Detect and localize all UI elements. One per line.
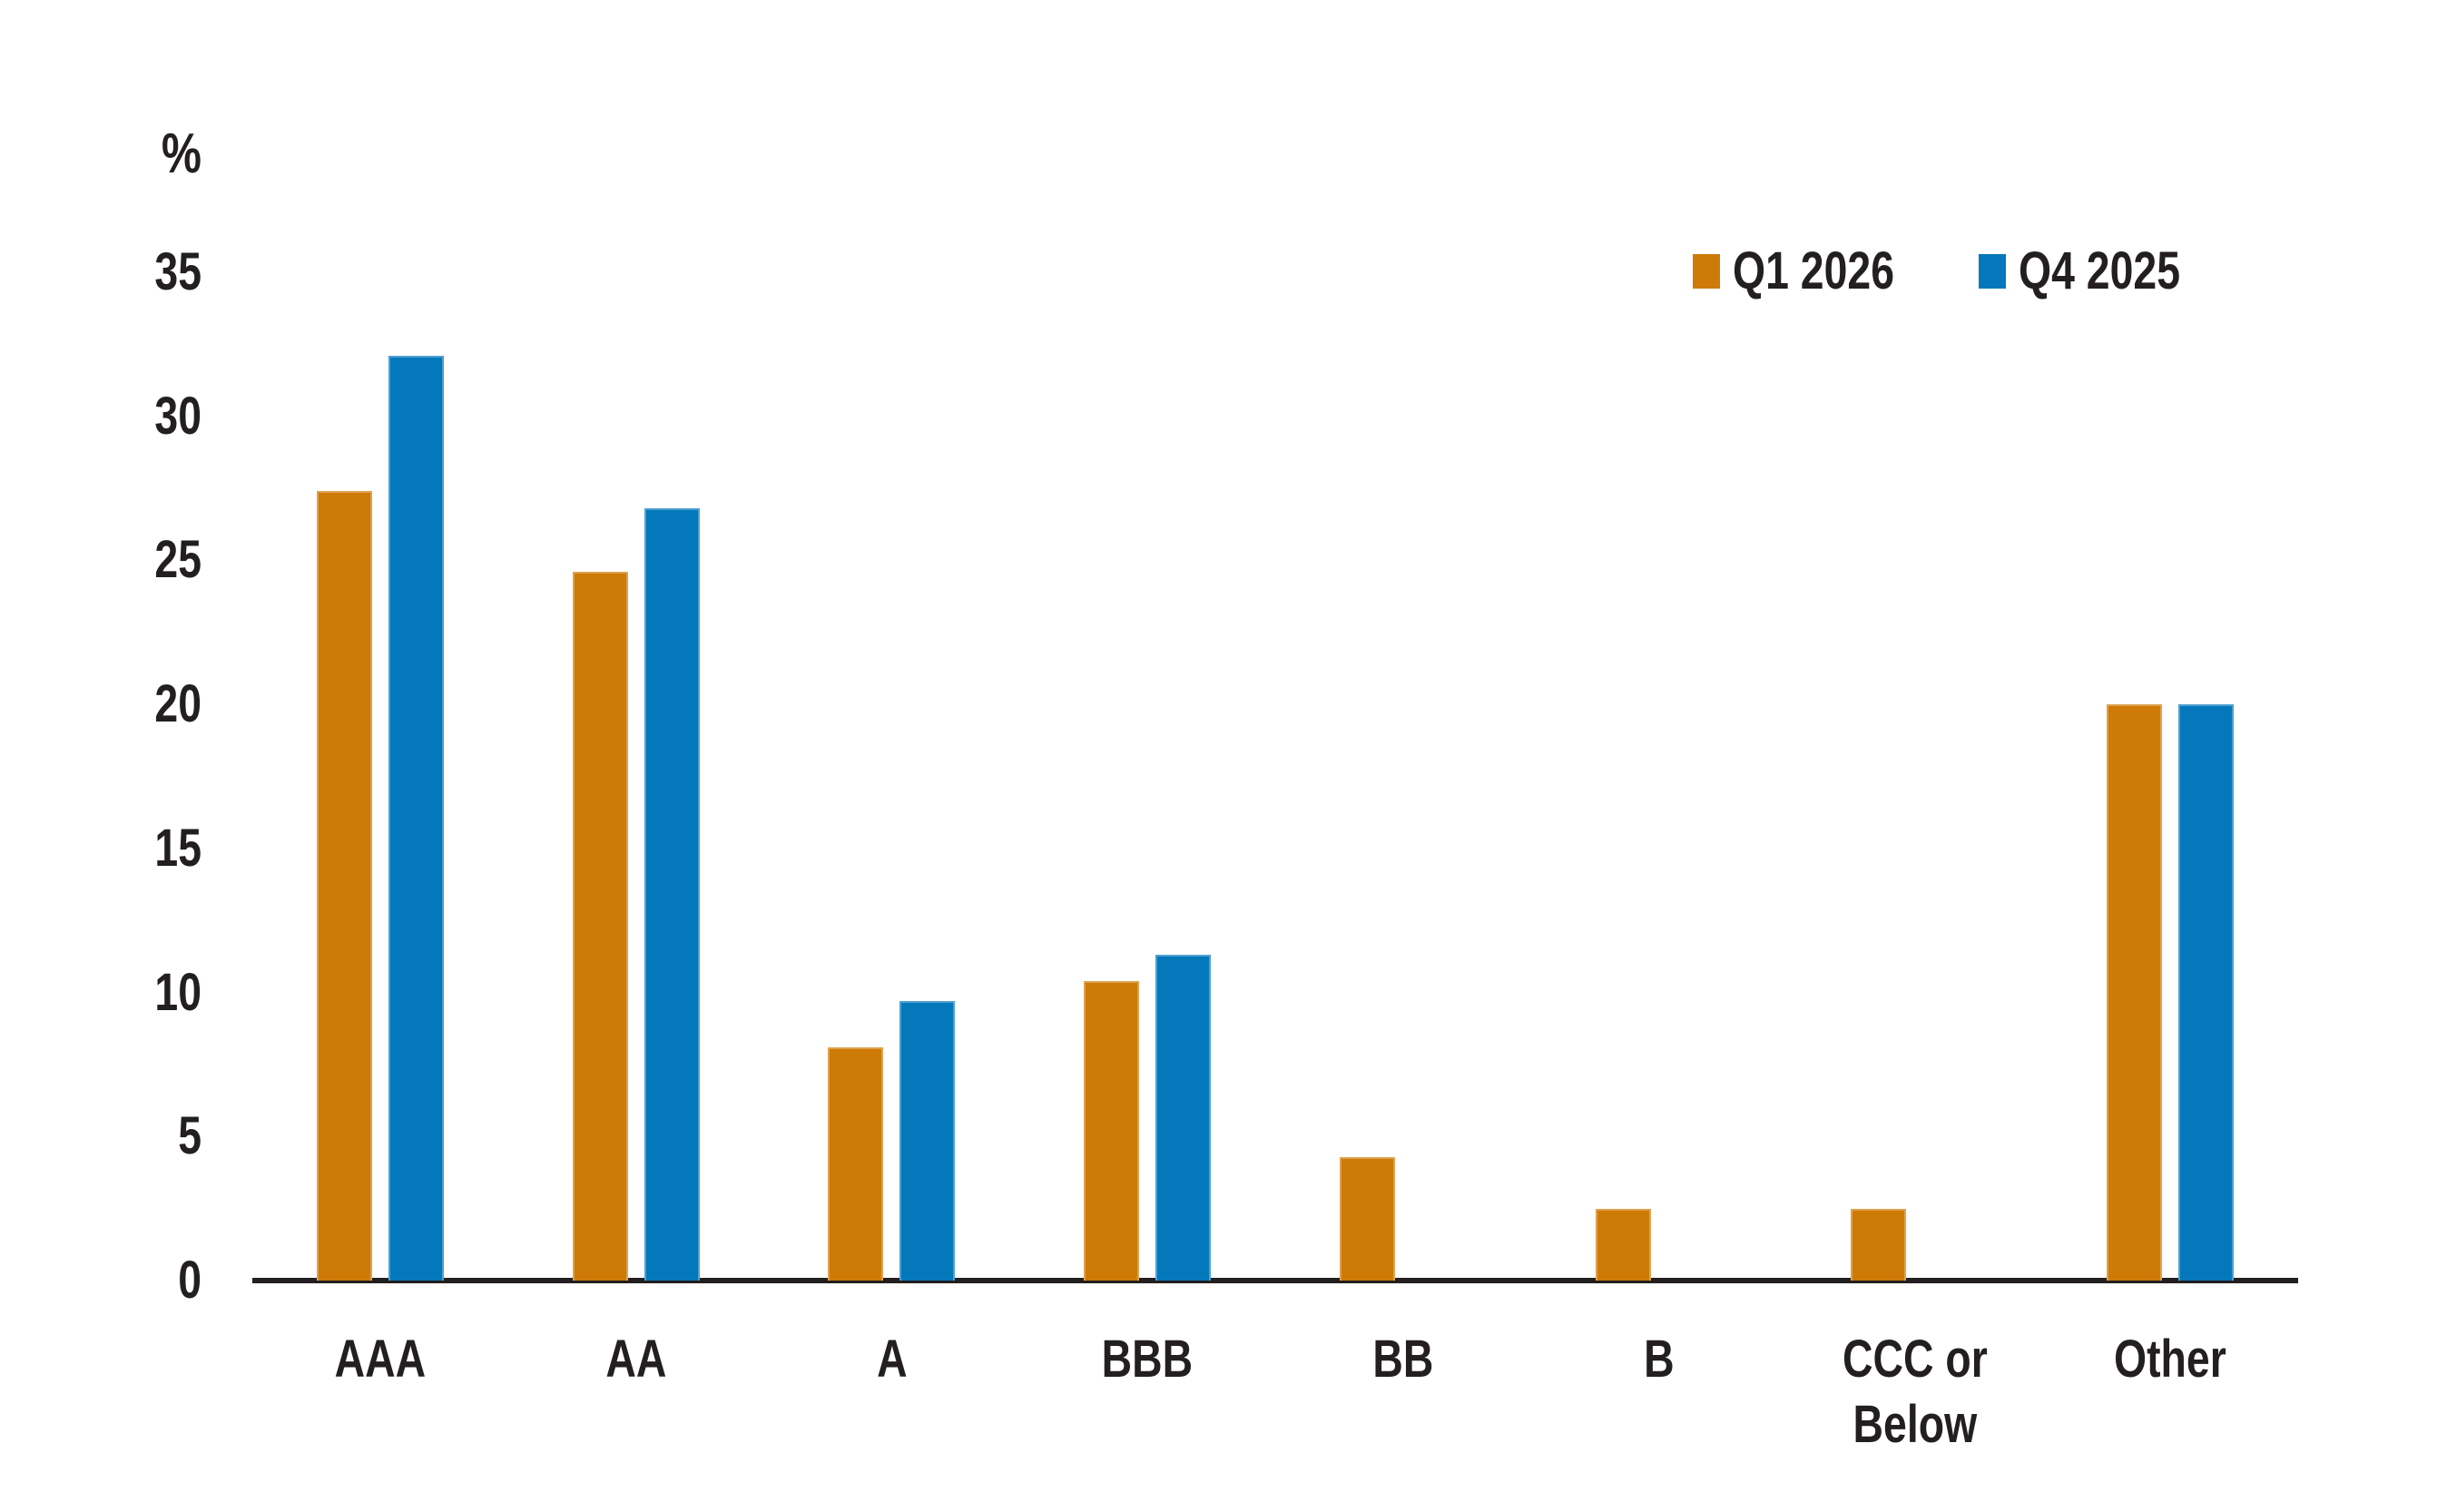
bar-q4-2025-other <box>2178 704 2235 1281</box>
bar-q1-2026-aaa <box>316 491 372 1281</box>
x-category-label-bb: BB <box>1372 1330 1434 1389</box>
x-axis-baseline <box>252 1278 2298 1283</box>
bar-q4-2025-aa <box>644 508 700 1281</box>
legend-item-q1-2026: Q1 2026 <box>1693 245 1935 298</box>
legend-label-q4-2025: Q4 2025 <box>2018 241 2180 300</box>
bar-q1-2026-aa <box>572 572 628 1281</box>
bar-q1-2026-b <box>1595 1208 1651 1281</box>
bar-q1-2026-bbb <box>1084 980 1140 1281</box>
bar-q1-2026-other <box>2107 704 2163 1281</box>
bar-q4-2025-aaa <box>388 356 444 1281</box>
bar-q4-2025-a <box>899 1001 956 1281</box>
x-category-label-ccc-or-below: CCC or Below <box>1842 1330 1988 1454</box>
y-tick-label-20: 20 <box>154 674 201 734</box>
y-tick-label-10: 10 <box>154 962 201 1022</box>
bar-q1-2026-bb <box>1339 1156 1395 1281</box>
bar-q1-2026-a <box>828 1046 884 1281</box>
x-category-label-bbb: BBB <box>1101 1330 1194 1389</box>
legend-swatch-q4-2025 <box>1978 254 2006 289</box>
legend-item-q4-2025: Q4 2025 <box>1978 241 2221 300</box>
x-category-label-a: A <box>876 1330 908 1389</box>
x-category-label-b: B <box>1643 1330 1675 1389</box>
x-category-label-aa: AA <box>605 1330 667 1389</box>
y-axis-unit-label: % <box>161 123 201 185</box>
y-tick-label-25: 25 <box>154 530 201 590</box>
y-tick-label-30: 30 <box>154 386 201 446</box>
bar-q1-2026-ccc-or-below <box>1851 1208 1907 1281</box>
y-tick-label-15: 15 <box>154 818 201 878</box>
bar-q4-2025-bbb <box>1155 955 1212 1281</box>
legend: Q1 2026 Q4 2025 <box>1693 245 2220 298</box>
x-category-label-other: Other <box>2114 1330 2226 1389</box>
y-tick-label-5: 5 <box>178 1106 201 1166</box>
legend-label-q1-2026: Q1 2026 <box>1733 241 1895 300</box>
y-tick-label-0: 0 <box>178 1251 201 1310</box>
legend-swatch-q1-2026 <box>1693 254 1720 289</box>
x-category-label-aaa: AAA <box>334 1330 427 1389</box>
y-tick-label-35: 35 <box>154 242 201 301</box>
